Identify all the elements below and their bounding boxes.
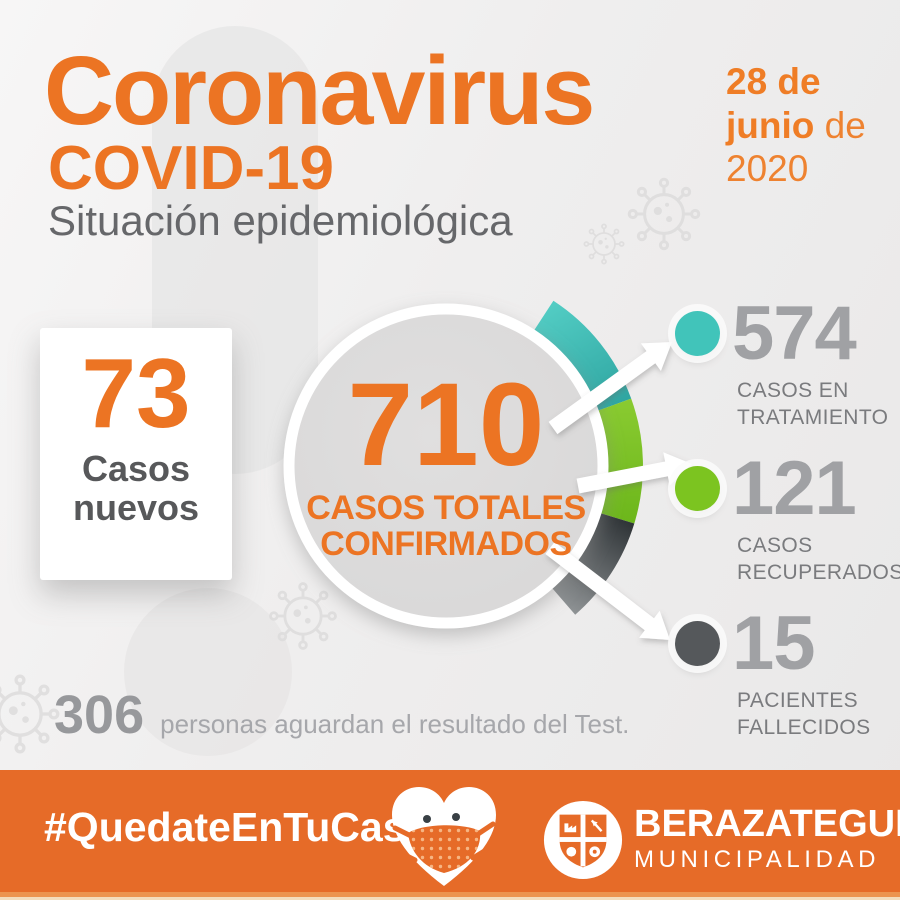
confirmed-cases-dial (283, 300, 692, 640)
date-connector: de (824, 104, 866, 146)
total-confirmed-label: CASOS TOTALES (306, 489, 586, 527)
org-type: MUNICIPALIDAD (634, 846, 881, 873)
dial-segment-dark (551, 512, 635, 615)
new-cases-label: nuevos (72, 486, 200, 528)
stat-label-line: CASOS (737, 534, 813, 557)
stat-value-fallecidos: 15 (732, 601, 816, 686)
footer-accent-strip (0, 897, 900, 900)
report-date: 28 de junio de 2020 (726, 60, 866, 191)
stat-label-line: TRATAMIENTO (737, 406, 889, 430)
stat-label-line: PACIENTES (737, 689, 859, 712)
dial-segment-green (596, 398, 643, 524)
hashtag-text: #QuedateEnTuCasa (44, 804, 429, 850)
stat-value-tratamiento: 574 (732, 291, 857, 376)
virus-icon (627, 177, 701, 251)
pending-tests-text: personas aguardan el resultado del Test. (160, 709, 630, 739)
pending-tests-value: 306 (54, 685, 145, 745)
stat-dot-recuperados (675, 466, 720, 511)
stat-label-tratamiento: CASOS EN TRATAMIENTO (737, 377, 888, 432)
arrow-icon (545, 542, 670, 640)
arrow-icon (576, 452, 692, 494)
total-confirmed-value: 710 (347, 359, 545, 491)
date-month: junio (726, 104, 815, 146)
new-cases-card: 73 Casos nuevos (40, 328, 232, 580)
new-cases-value: 73 (81, 338, 191, 448)
arrow-icon (548, 342, 672, 435)
heart-mask-icon (392, 787, 496, 886)
date-day: 28 de (726, 61, 821, 102)
stat-label-line: FALLECIDOS (737, 716, 871, 740)
pending-tests: 306 personas aguardan el resultado del T… (54, 688, 629, 742)
organization: BERAZATEGUI MUNICIPALIDAD (634, 805, 900, 872)
dial-center-circle (283, 303, 609, 629)
new-cases-label: Casos (81, 448, 191, 489)
municipal-crest-icon (543, 800, 623, 880)
org-name: BERAZATEGUI (634, 803, 900, 845)
stat-label-line: CASOS EN (737, 379, 849, 402)
page-title: Coronavirus (44, 36, 595, 145)
total-confirmed: 710 CASOS TOTALES CONFIRMADOS (286, 366, 606, 562)
stat-dot-fallecidos (675, 621, 720, 666)
stat-label-recuperados: CASOS RECUPERADOS (737, 532, 900, 587)
stat-label-fallecidos: PACIENTES FALLECIDOS (737, 687, 871, 742)
total-confirmed-label: CONFIRMADOS (320, 525, 572, 564)
footer-accent-strip (0, 892, 900, 897)
tagline: Situación epidemiológica (48, 197, 513, 244)
stat-label-line: RECUPERADOS (737, 561, 900, 585)
stat-dot-tratamiento (675, 311, 720, 356)
covid-subtitle: COVID-19 (48, 134, 334, 203)
date-year: 2020 (726, 148, 809, 190)
exclamation-dot-decoration (124, 588, 292, 756)
stat-value-recuperados: 121 (732, 446, 857, 531)
